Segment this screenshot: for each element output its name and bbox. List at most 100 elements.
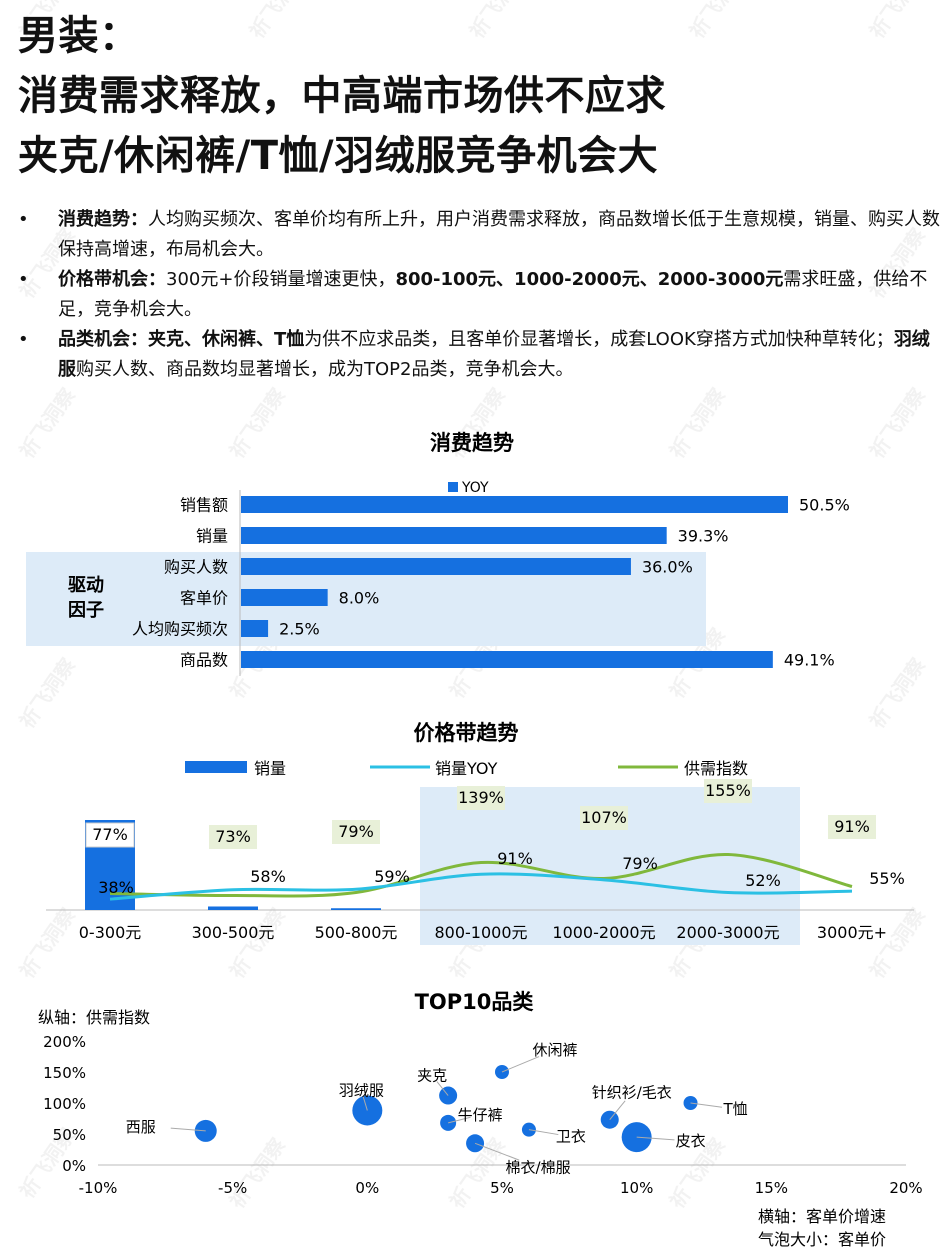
supply-label-box	[85, 822, 135, 848]
bar-category-label: 商品数	[180, 651, 228, 670]
chart1-title: 消费趋势	[430, 431, 514, 455]
bar-购买人数	[241, 558, 631, 575]
bullet-text: 300元+价段销量增速更快，	[166, 269, 396, 290]
bullet-text: 人均购买频次、客单价均有所上升，用户消费需求释放，商品数增长低于生意规模，销量、…	[58, 209, 940, 260]
bullet-text: 消费趋势：	[58, 209, 148, 230]
bar-商品数	[241, 651, 773, 668]
bubble-leader-line	[501, 1056, 540, 1073]
bullet-dot: •	[18, 269, 29, 290]
bubble-label: 皮衣	[676, 1132, 706, 1150]
supply-label-box	[457, 786, 505, 810]
bubble-leader-line	[362, 1096, 368, 1111]
supply-value-label: 139%	[458, 788, 504, 807]
x-tick-label: -5%	[218, 1179, 247, 1197]
supply-label-box	[332, 820, 380, 844]
supply-value-label: 79%	[338, 822, 374, 841]
price-band-label: 500-800元	[315, 923, 398, 942]
bar-销售额	[241, 496, 788, 513]
bullet-item: • 品类机会：夹克、休闲裤、T恤为供不应求品类，且客单价显著增长，成套LOOK穿搭…	[18, 325, 944, 385]
bullet-dot: •	[18, 209, 29, 230]
watermark-text: 祈飞洞察	[14, 0, 80, 43]
yoy-value-label: 59%	[374, 867, 410, 886]
price-band-label: 0-300元	[79, 923, 142, 942]
watermark-text: 祈飞洞察	[464, 0, 530, 43]
price-band-label: 800-1000元	[434, 923, 527, 942]
bar-value-label: 36.0%	[642, 558, 693, 577]
price-band-label: 1000-2000元	[552, 923, 655, 942]
bubble-leader-line	[448, 1116, 471, 1124]
yoy-value-label: 55%	[869, 869, 905, 888]
bar-value-label: 2.5%	[279, 620, 320, 639]
yoy-value-label: 38%	[98, 878, 134, 897]
bar-value-label: 39.3%	[678, 527, 729, 546]
bullet-dot: •	[18, 329, 29, 350]
bullet-list: • 消费趋势：人均购买频次、客单价均有所上升，用户消费需求释放，商品数增长低于生意…	[18, 205, 944, 385]
watermark-text: 祈飞洞察	[224, 903, 290, 983]
yoy-value-label: 79%	[622, 854, 658, 873]
supply-value-label: 77%	[92, 825, 128, 844]
bullet-text: 羽绒服	[58, 329, 930, 380]
watermark-text: 祈飞洞察	[14, 223, 80, 303]
x-tick-label: 5%	[490, 1179, 514, 1197]
chart3-title: TOP10品类	[415, 990, 535, 1014]
yoy-value-label: 58%	[250, 867, 286, 886]
bullet-item: • 消费趋势：人均购买频次、客单价均有所上升，用户消费需求释放，商品数增长低于生意…	[18, 205, 944, 265]
bubble-label: 牛仔裤	[458, 1106, 503, 1124]
title-line-2: 消费需求释放，中高端市场供不应求	[18, 73, 666, 119]
supply-label-box	[209, 825, 257, 849]
legend-label-sales-yoy: 销量YOY	[435, 759, 498, 778]
title-line-1: 男装：	[18, 13, 140, 59]
watermark-text: 祈飞洞察	[14, 903, 80, 983]
x-tick-label: 10%	[620, 1179, 653, 1197]
y-tick-label: 0%	[62, 1157, 86, 1175]
sales-yoy-line	[109, 872, 853, 901]
supply-value-label: 73%	[215, 827, 251, 846]
supply-value-label: 107%	[581, 808, 627, 827]
bar-category-label: 销量	[196, 527, 228, 546]
watermark-text: 祈飞洞察	[14, 653, 80, 733]
bubble-label: 休闲裤	[532, 1041, 577, 1059]
sales-bar-500-800元	[331, 908, 381, 910]
bullet-text: 夹克、休闲裤、T恤	[148, 329, 305, 350]
x-tick-label: 0%	[355, 1179, 379, 1197]
legend-swatch-yoy	[448, 482, 458, 492]
x-axis-title: 横轴：客单价增速	[758, 1207, 886, 1226]
bar-value-label: 49.1%	[784, 651, 835, 670]
bubble-label: 夹克	[417, 1067, 447, 1085]
driver-label-line1: 驱动	[68, 575, 104, 596]
bar-category-label: 购买人数	[164, 558, 228, 577]
y-tick-label: 100%	[43, 1095, 86, 1113]
bubble-leader-line	[636, 1136, 675, 1141]
watermark-text: 祈飞洞察	[224, 1133, 290, 1213]
bubble-size-caption: 气泡大小：客单价	[758, 1230, 886, 1249]
watermark-text: 祈飞洞察	[224, 383, 290, 463]
page-title: 男装： 消费需求释放，中高端市场供不应求 夹克/休闲裤/T恤/羽绒服竞争机会大	[18, 6, 666, 186]
bullet-text: 为供不应求品类，且客单价显著增长，成套LOOK穿搭方式加快种草转化；	[304, 329, 894, 350]
bubble-label: 西服	[126, 1118, 156, 1136]
bubble-label: 针织衫/毛衣	[592, 1084, 672, 1102]
watermark-text: 祈飞洞察	[864, 383, 930, 463]
price-band-label: 2000-3000元	[676, 923, 779, 942]
yoy-value-label: 52%	[745, 871, 781, 890]
bar-category-label: 人均购买频次	[132, 620, 228, 639]
legend-swatch-sales	[185, 761, 247, 773]
watermark-text: 祈飞洞察	[864, 223, 930, 303]
watermark-text: 祈飞洞察	[244, 0, 310, 43]
chart2-title: 价格带趋势	[414, 721, 519, 745]
bubble-leader-line	[170, 1127, 206, 1132]
legend-label-sales: 销量	[254, 759, 286, 778]
bar-value-label: 50.5%	[799, 496, 850, 515]
y-tick-label: 150%	[43, 1064, 86, 1082]
sales-bar-300-500元	[208, 906, 258, 910]
x-tick-label: 15%	[755, 1179, 788, 1197]
legend-label-supply: 供需指数	[684, 759, 748, 778]
bullet-item: • 价格带机会：300元+价段销量增速更快，800-100元、1000-2000元…	[18, 265, 944, 325]
bubble-leader-line	[609, 1100, 626, 1121]
bullet-text: 品类机会：	[58, 329, 148, 350]
watermark-text: 祈飞洞察	[684, 0, 750, 43]
supply-label-box	[828, 815, 876, 839]
driver-label-line2: 因子	[68, 600, 104, 621]
price-band-label: 3000元+	[817, 923, 887, 942]
supply-index-line	[109, 852, 853, 898]
